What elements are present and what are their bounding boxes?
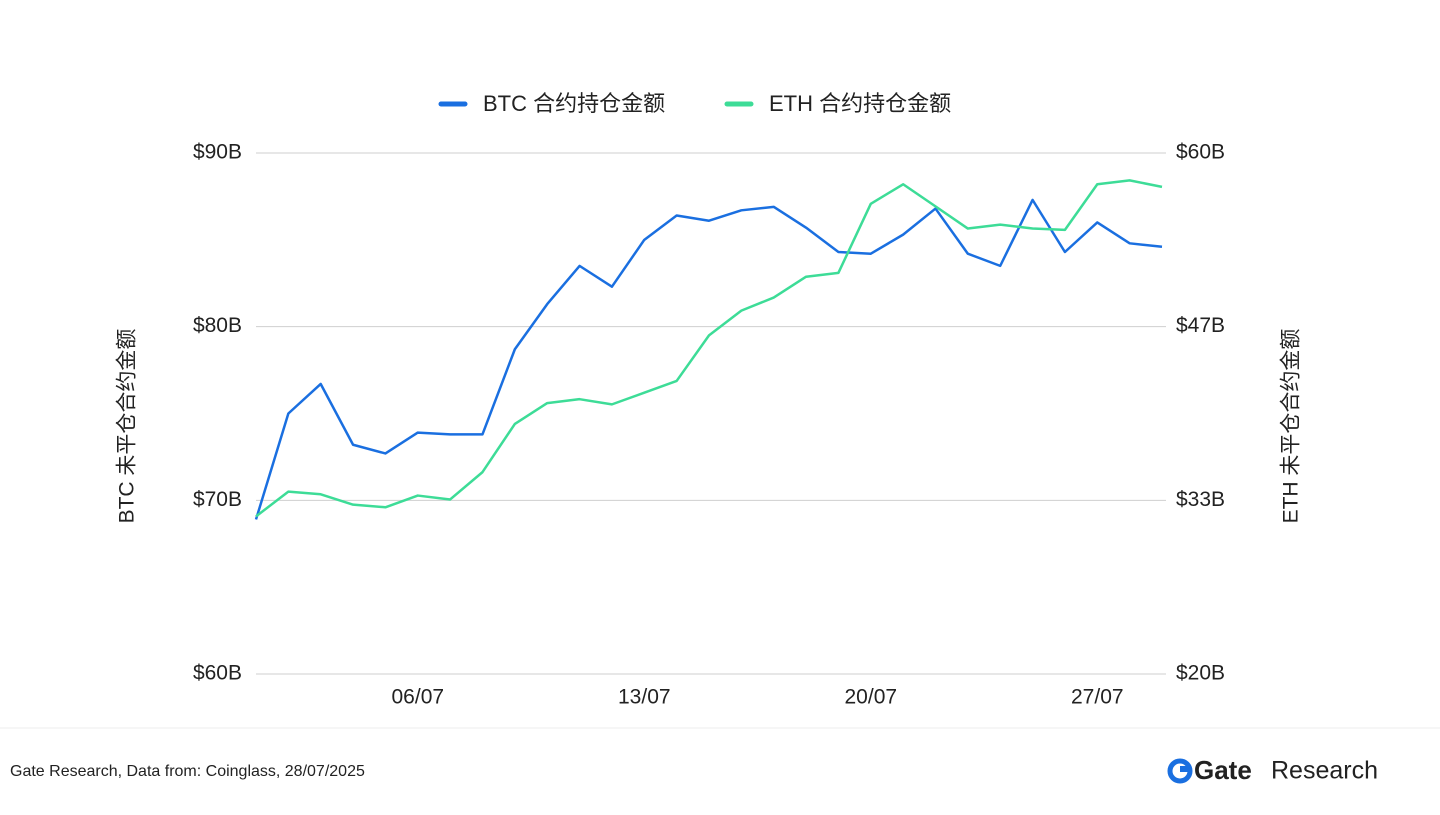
- series-line: [255, 179, 1163, 518]
- legend-label: BTC 合约持仓金额: [483, 91, 665, 116]
- y2-tick-label: $60B: [1176, 141, 1225, 164]
- y-tick-label: $60B: [193, 662, 242, 685]
- y2-tick-label: $47B: [1176, 314, 1225, 337]
- x-tick-label: 06/07: [392, 686, 445, 709]
- x-tick-label: 20/07: [845, 686, 898, 709]
- logo-brand: Gate: [1194, 755, 1252, 785]
- y2-tick-label: $33B: [1176, 488, 1225, 511]
- logo-icon-bar: [1180, 766, 1191, 772]
- y-tick-label: $70B: [193, 488, 242, 511]
- legend-label: ETH 合约持仓金额: [769, 91, 951, 116]
- y2-axis-title: ETH 未平仓合约金额: [1280, 329, 1303, 524]
- y-tick-label: $80B: [193, 314, 242, 337]
- logo: Gate Research: [1167, 755, 1378, 785]
- y-axis-title: BTC 未平仓合约金额: [116, 329, 139, 524]
- series-line: [254, 198, 1163, 520]
- x-tick-label: 13/07: [618, 686, 671, 709]
- logo-sub: Research: [1271, 757, 1378, 785]
- y-tick-label: $90B: [193, 141, 242, 164]
- footer-source: Gate Research, Data from: Coinglass, 28/…: [10, 763, 365, 780]
- y2-tick-label: $20B: [1176, 662, 1225, 685]
- x-tick-label: 27/07: [1071, 686, 1124, 709]
